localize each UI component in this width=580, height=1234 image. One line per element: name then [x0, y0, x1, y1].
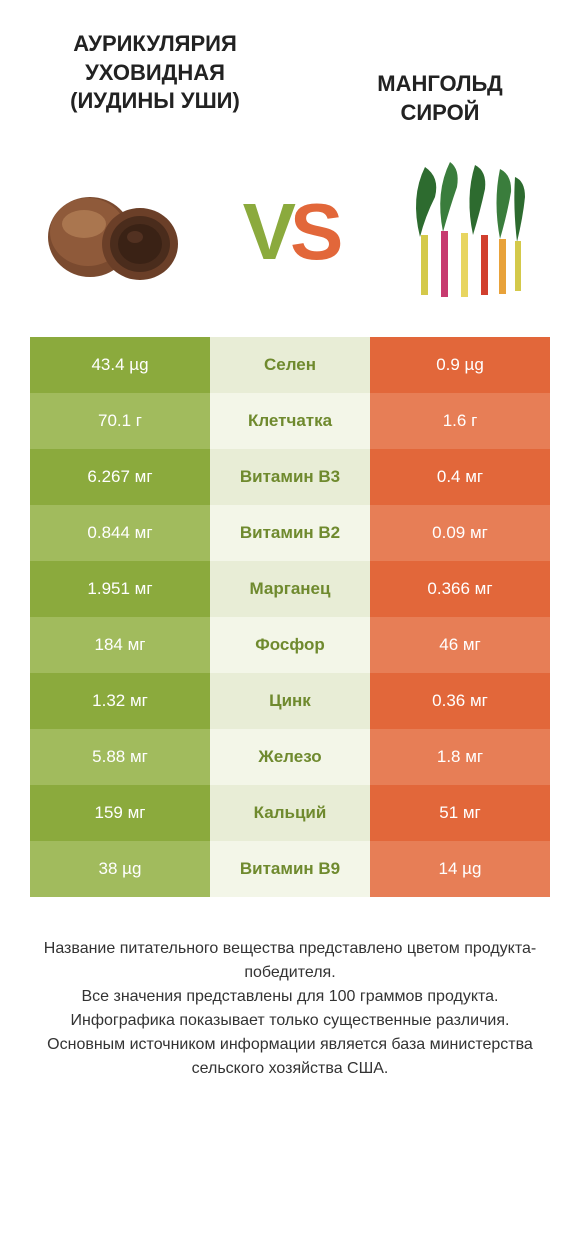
vs-label: VS: [243, 186, 338, 278]
value-left: 5.88 мг: [30, 729, 210, 785]
footer-line: Основным источником информации является …: [30, 1033, 550, 1081]
nutrient-label: Цинк: [210, 673, 370, 729]
value-left: 184 мг: [30, 617, 210, 673]
comparison-table: 43.4 µgСелен0.9 µg70.1 гКлетчатка1.6 г6.…: [0, 337, 580, 897]
footer-line: Инфографика показывает только существенн…: [30, 1009, 550, 1033]
value-left: 1.32 мг: [30, 673, 210, 729]
title-right: МАНГОЛЬД СИРОЙ: [340, 30, 540, 127]
footer: Название питательного вещества представл…: [0, 897, 580, 1081]
vs-v: V: [243, 187, 290, 276]
table-row: 70.1 гКлетчатка1.6 г: [30, 393, 550, 449]
nutrient-label: Селен: [210, 337, 370, 393]
table-row: 159 мгКальций51 мг: [30, 785, 550, 841]
value-right: 0.366 мг: [370, 561, 550, 617]
value-left: 38 µg: [30, 841, 210, 897]
nutrient-label: Клетчатка: [210, 393, 370, 449]
table-row: 1.951 мгМарганец0.366 мг: [30, 561, 550, 617]
value-right: 0.4 мг: [370, 449, 550, 505]
nutrient-label: Витамин B9: [210, 841, 370, 897]
value-right: 51 мг: [370, 785, 550, 841]
table-row: 184 мгФосфор46 мг: [30, 617, 550, 673]
value-left: 6.267 мг: [30, 449, 210, 505]
mushroom-image: [40, 157, 190, 307]
vs-s: S: [290, 187, 337, 276]
value-right: 0.09 мг: [370, 505, 550, 561]
footer-line: Все значения представлены для 100 граммо…: [30, 985, 550, 1009]
table-row: 6.267 мгВитамин B30.4 мг: [30, 449, 550, 505]
nutrient-label: Витамин B3: [210, 449, 370, 505]
header: АУРИКУЛЯРИЯ УХОВИДНАЯ (ИУДИНЫ УШИ) МАНГО…: [0, 0, 580, 137]
footer-line: Название питательного вещества представл…: [30, 937, 550, 985]
value-right: 14 µg: [370, 841, 550, 897]
table-row: 43.4 µgСелен0.9 µg: [30, 337, 550, 393]
nutrient-label: Марганец: [210, 561, 370, 617]
value-right: 1.6 г: [370, 393, 550, 449]
value-left: 70.1 г: [30, 393, 210, 449]
nutrient-label: Фосфор: [210, 617, 370, 673]
table-row: 5.88 мгЖелезо1.8 мг: [30, 729, 550, 785]
value-left: 1.951 мг: [30, 561, 210, 617]
title-left: АУРИКУЛЯРИЯ УХОВИДНАЯ (ИУДИНЫ УШИ): [40, 30, 270, 116]
table-row: 38 µgВитамин B914 µg: [30, 841, 550, 897]
value-right: 0.9 µg: [370, 337, 550, 393]
chard-image: [390, 157, 540, 307]
nutrient-label: Железо: [210, 729, 370, 785]
value-right: 1.8 мг: [370, 729, 550, 785]
nutrient-label: Кальций: [210, 785, 370, 841]
images-row: VS: [0, 137, 580, 337]
value-left: 159 мг: [30, 785, 210, 841]
table-row: 0.844 мгВитамин B20.09 мг: [30, 505, 550, 561]
value-right: 46 мг: [370, 617, 550, 673]
value-left: 43.4 µg: [30, 337, 210, 393]
value-right: 0.36 мг: [370, 673, 550, 729]
table-row: 1.32 мгЦинк0.36 мг: [30, 673, 550, 729]
nutrient-label: Витамин B2: [210, 505, 370, 561]
value-left: 0.844 мг: [30, 505, 210, 561]
